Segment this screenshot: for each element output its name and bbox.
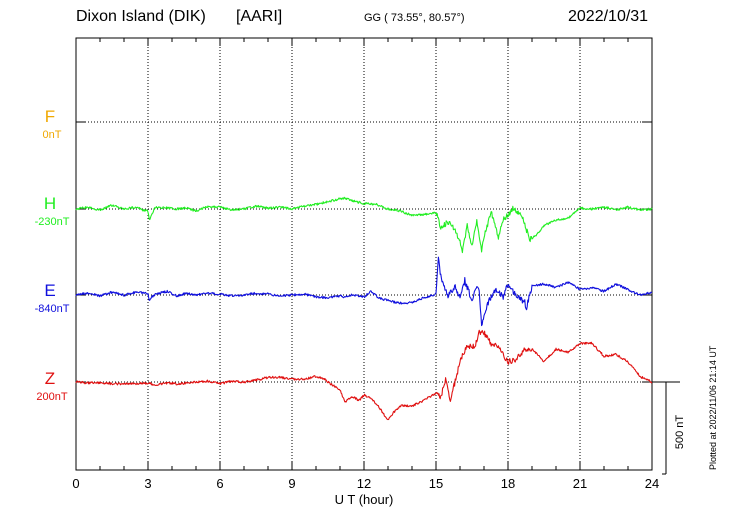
baseline-value-h: -230nT bbox=[35, 216, 70, 228]
x-tick-label: 21 bbox=[573, 476, 587, 491]
series-line-h bbox=[75, 196, 653, 254]
component-label-e: E bbox=[44, 281, 55, 300]
scale-bar-label: 500 nT bbox=[674, 415, 686, 450]
x-axis-label: U T (hour) bbox=[335, 492, 394, 507]
baseline-value-e: -840nT bbox=[35, 303, 70, 315]
component-label-z: Z bbox=[45, 369, 55, 388]
x-tick-label: 0 bbox=[72, 476, 79, 491]
date-label: 2022/10/31 bbox=[568, 8, 649, 25]
x-tick-label: 24 bbox=[645, 476, 659, 491]
baseline-value-f: 0nT bbox=[43, 129, 62, 141]
series-line-e bbox=[75, 256, 653, 327]
station-title: Dixon Island (DIK) bbox=[76, 8, 206, 25]
coordinates-label: GG ( 73.55°, 80.57°) bbox=[364, 12, 465, 24]
plotted-note: Plotted at 2022/11/06 21:14 UT bbox=[708, 345, 718, 470]
institute-label: [AARI] bbox=[236, 8, 283, 25]
x-tick-label: 12 bbox=[357, 476, 371, 491]
series-line-z bbox=[75, 329, 653, 421]
x-tick-label: 9 bbox=[288, 476, 295, 491]
x-tick-label: 3 bbox=[144, 476, 151, 491]
component-label-f: F bbox=[45, 107, 55, 126]
baseline-value-z: 200nT bbox=[36, 391, 67, 403]
component-label-h: H bbox=[44, 194, 56, 213]
x-tick-label: 15 bbox=[429, 476, 443, 491]
x-tick-label: 18 bbox=[501, 476, 515, 491]
x-tick-label: 6 bbox=[216, 476, 223, 491]
